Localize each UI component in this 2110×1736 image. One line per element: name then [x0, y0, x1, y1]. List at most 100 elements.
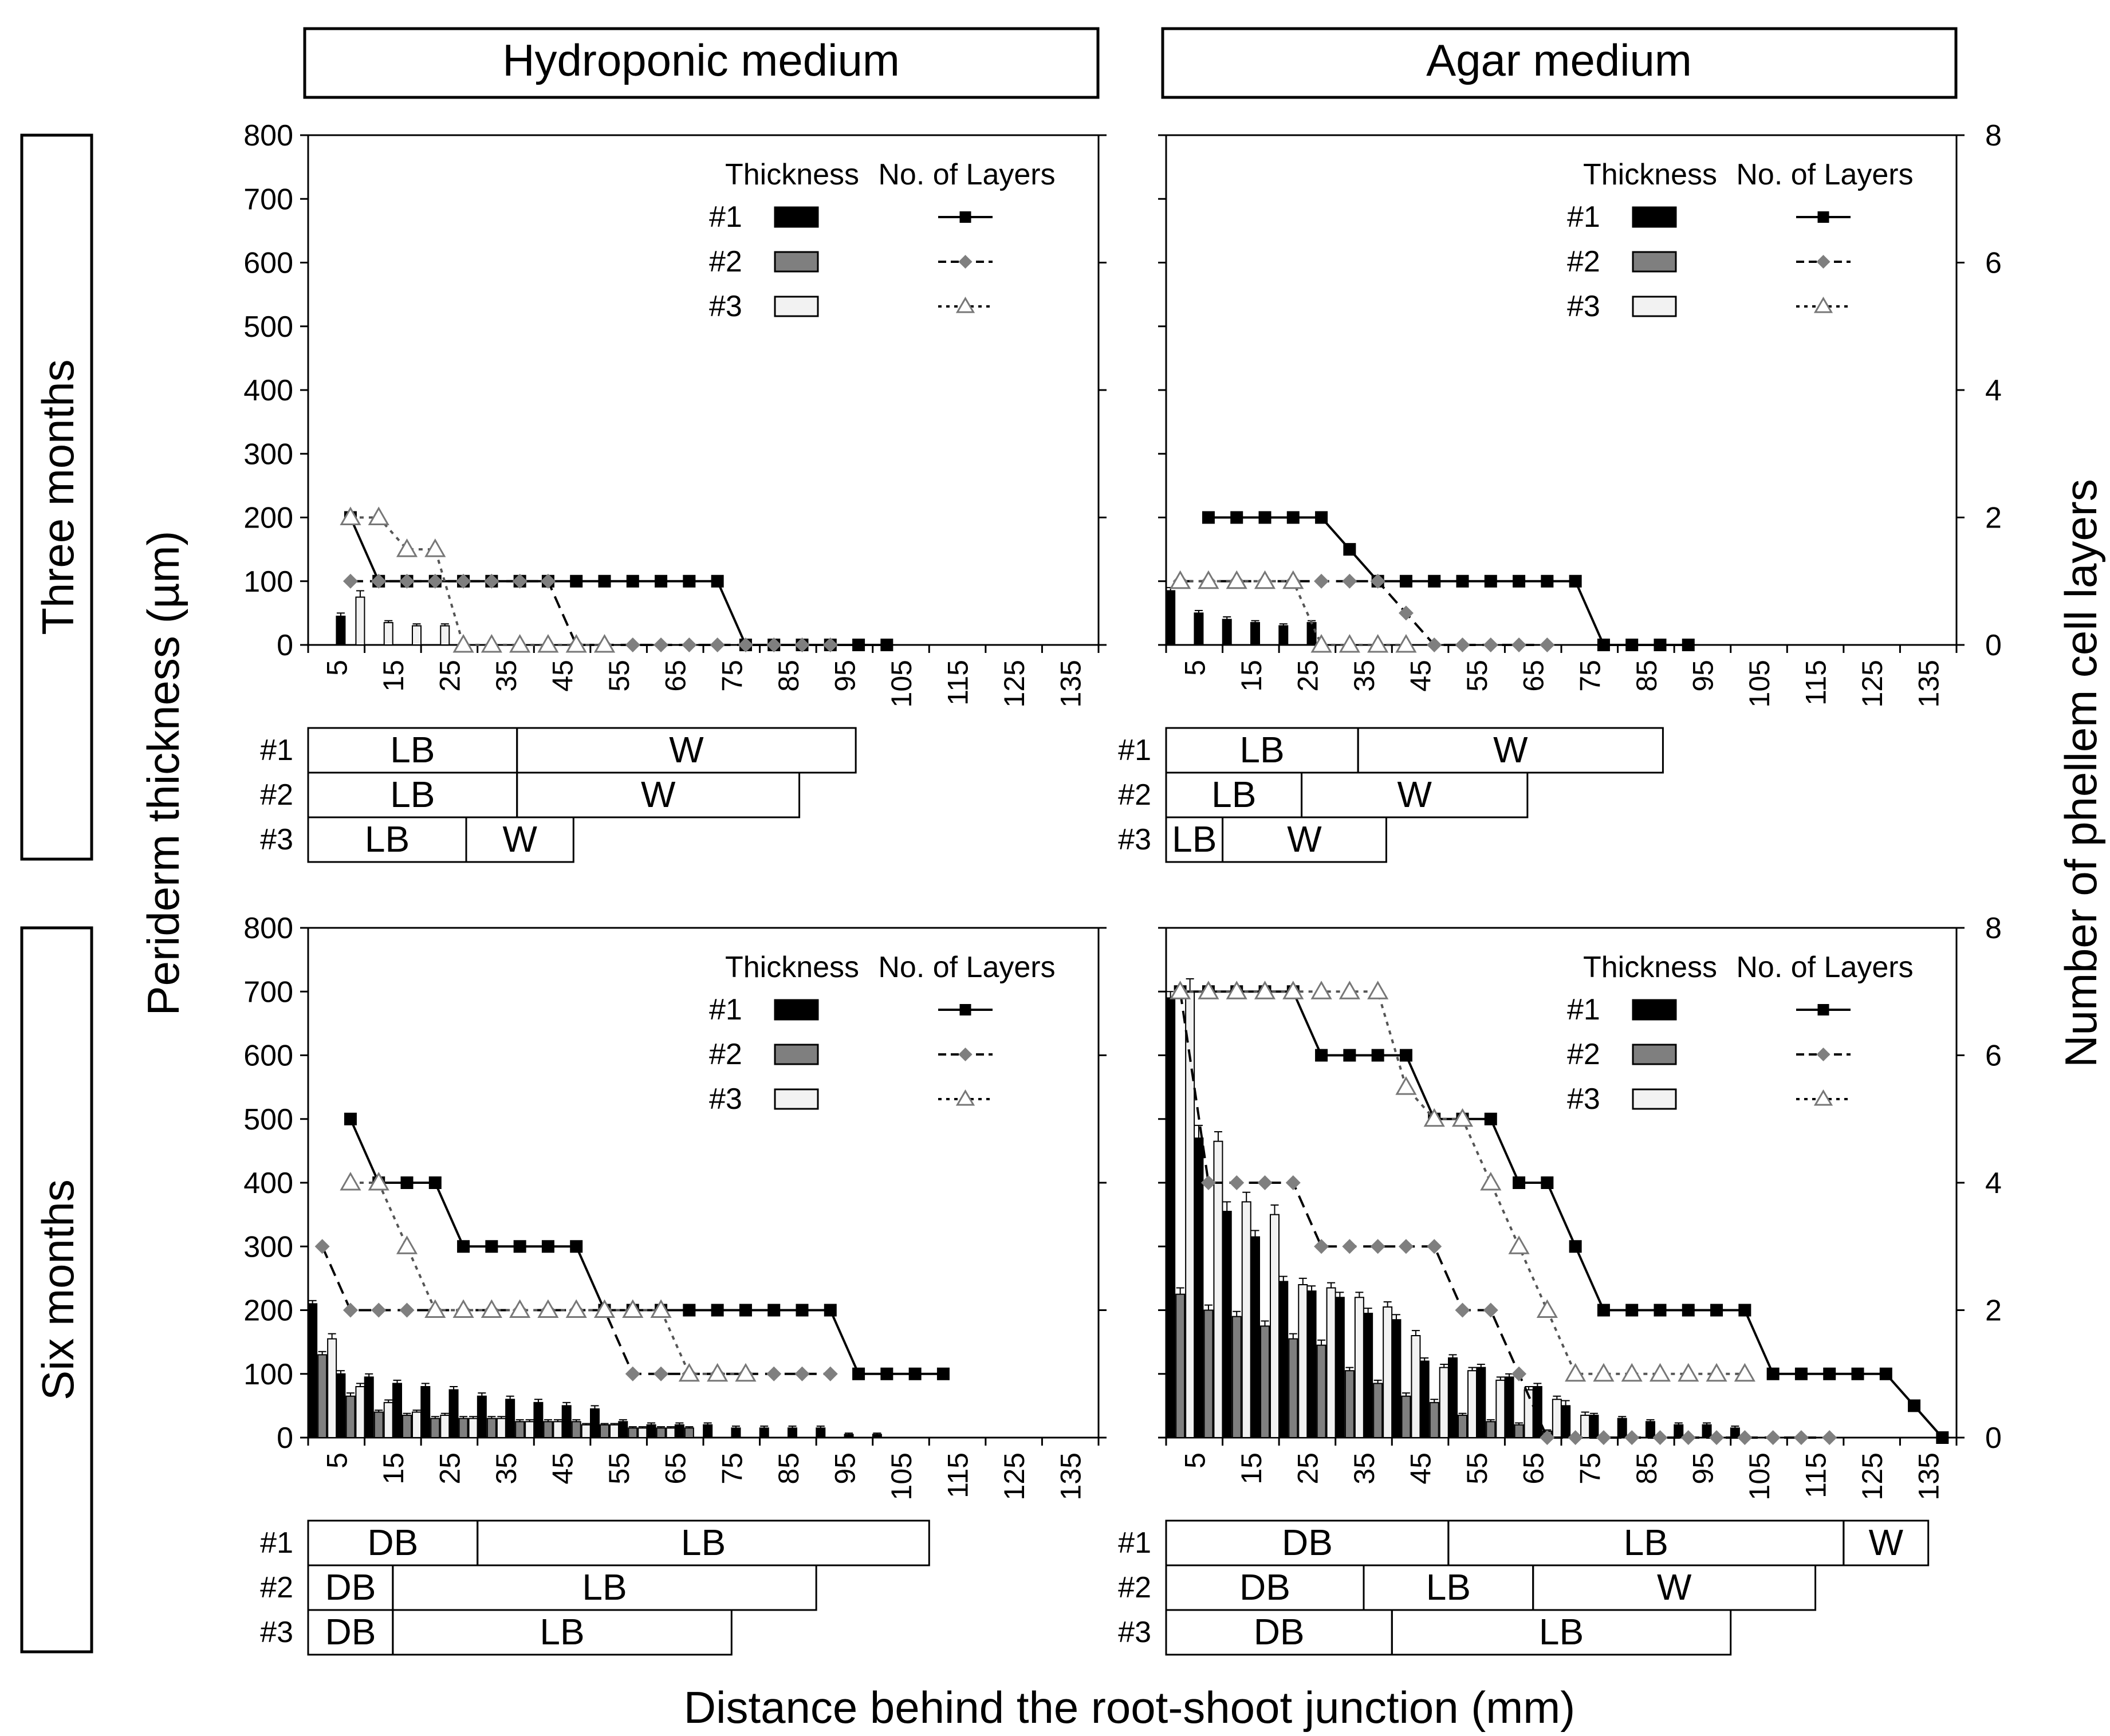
x-tick-label: 65: [660, 1452, 692, 1485]
layer-marker-s3: [1480, 1171, 1502, 1191]
layer-marker-s1: [400, 1176, 414, 1189]
layer-marker-s3: [1649, 1363, 1671, 1382]
x-tick-label: 85: [773, 1452, 805, 1485]
zone-segment: [516, 771, 801, 818]
x-tick-label: 65: [1518, 660, 1550, 692]
zone-segment-label: DB: [1282, 1522, 1333, 1563]
thickness-bar-s1: [646, 1424, 656, 1438]
layer-marker-s1: [767, 1304, 781, 1317]
x-tick-label: 35: [490, 1452, 522, 1485]
y2-tick-label: 2: [1985, 1294, 2002, 1328]
zone-row-label: #3: [260, 823, 293, 856]
zone-row-label: #3: [1118, 1616, 1151, 1649]
layer-marker-s2: [512, 573, 528, 589]
layer-marker-s1: [344, 1112, 357, 1125]
zone-segment-label: W: [641, 774, 676, 815]
layer-marker-s1: [711, 574, 724, 588]
layer-marker-s1: [936, 1367, 950, 1380]
layer-marker-s1: [626, 574, 639, 588]
layer-marker-s2: [456, 573, 471, 589]
layer-marker-s1: [1258, 511, 1271, 524]
thickness-bar-s1: [731, 1427, 741, 1438]
layer-marker-s1: [1625, 639, 1639, 651]
y-tick-label: 200: [243, 1294, 293, 1328]
layer-line-s1: [349, 1118, 943, 1375]
thickness-bar-s2: [458, 1418, 469, 1438]
layer-marker-s3: [537, 633, 559, 653]
thickness-bar-s3: [440, 1415, 450, 1438]
x-tick-label: 135: [1913, 1452, 1945, 1500]
thickness-bar-s3: [553, 1421, 563, 1438]
thickness-bar-s1: [788, 1427, 797, 1438]
y2-tick-label: 8: [1985, 912, 2002, 945]
x-tick-label: 75: [1574, 660, 1606, 692]
layer-marker-s1: [570, 574, 583, 588]
thickness-bar-s1: [1250, 1236, 1260, 1438]
thickness-bar-s2: [684, 1427, 694, 1438]
layer-marker-s1: [1541, 1176, 1554, 1189]
layer-marker-s3: [1508, 1235, 1530, 1254]
zone-segment-label: DB: [325, 1611, 376, 1652]
legend-layers-header: No. of Layers: [878, 158, 1055, 191]
layer-marker-s3: [622, 1299, 644, 1318]
x-axis-label: Distance behind the root-shoot junction …: [684, 1682, 1575, 1733]
x-tick-label: 85: [1631, 1452, 1663, 1485]
thickness-bar-s1: [1476, 1367, 1486, 1438]
layer-marker-s3: [1367, 633, 1389, 653]
zone-row-label: #2: [260, 778, 293, 812]
thickness-bar-s2: [1260, 1325, 1270, 1438]
thickness-bar-s3: [1411, 1335, 1421, 1438]
x-tick-label: 65: [1518, 1452, 1550, 1485]
thickness-bar-s1: [1335, 1297, 1345, 1438]
legend-layers-marker: [1813, 297, 1833, 313]
layer-marker-s1: [852, 639, 865, 651]
zone-segment-label: W: [1287, 818, 1322, 860]
x-tick-label: 25: [1292, 1452, 1324, 1485]
layer-marker-s3: [368, 1171, 389, 1191]
layer-marker-s1: [1654, 639, 1667, 651]
thickness-bar-s3: [637, 1427, 648, 1438]
layer-marker-s2: [682, 637, 697, 652]
legend-thickness-header: Thickness: [1583, 158, 1717, 191]
x-tick-label: 15: [377, 1452, 410, 1485]
layer-marker-s2: [710, 637, 725, 652]
zone-segment-label: W: [1398, 774, 1432, 815]
layer-marker-s1: [655, 574, 668, 588]
zone-segment-label: LB: [1539, 1611, 1584, 1652]
thickness-bar-s2: [345, 1395, 356, 1438]
layer-marker-s3: [1282, 570, 1304, 589]
thickness-bar-s2: [1458, 1415, 1467, 1438]
thickness-bar-s1: [1646, 1421, 1655, 1438]
layer-marker-s3: [481, 1299, 502, 1318]
thickness-bar-s1: [1222, 619, 1232, 645]
layer-marker-s2: [540, 573, 556, 589]
x-tick-label: 65: [660, 660, 692, 692]
layer-marker-s1: [880, 1367, 893, 1380]
zone-segment-label: LB: [681, 1522, 726, 1563]
layer-marker-s3: [1339, 633, 1360, 653]
layer-marker-s2: [1370, 1239, 1385, 1254]
layer-marker-s3: [509, 633, 531, 653]
legend-thickness-swatch: [1632, 251, 1677, 273]
legend-layers-marker: [959, 1004, 971, 1015]
thickness-bar-s1: [1448, 1357, 1458, 1438]
layer-marker-s3: [1593, 1363, 1615, 1382]
layer-line-s2: [1180, 580, 1548, 646]
y-tick-label: 300: [243, 438, 293, 471]
thickness-bar-s3: [327, 1338, 337, 1438]
chart-hydro_3m: 0 100 200 300 400 500 600 700 800 5 15 25 35 45 55 65 75…: [243, 119, 1107, 863]
layer-marker-s2: [1680, 1430, 1696, 1445]
layer-marker-s1: [1484, 1112, 1497, 1125]
zone-segment-label: LB: [1211, 774, 1256, 815]
layer-marker-s3: [368, 506, 389, 525]
thickness-bar-s3: [1467, 1370, 1477, 1438]
x-tick-label: 135: [1055, 660, 1087, 707]
layer-marker-s3: [340, 506, 361, 525]
thickness-bar-s1: [1194, 612, 1204, 645]
layer-marker-s1: [1399, 1049, 1412, 1062]
thickness-bar-s1: [1166, 590, 1176, 645]
legend-thickness-swatch: [774, 999, 819, 1021]
thickness-bar-s1: [872, 1434, 882, 1438]
zone-segment-label: W: [669, 729, 704, 770]
layer-marker-s1: [683, 574, 696, 588]
